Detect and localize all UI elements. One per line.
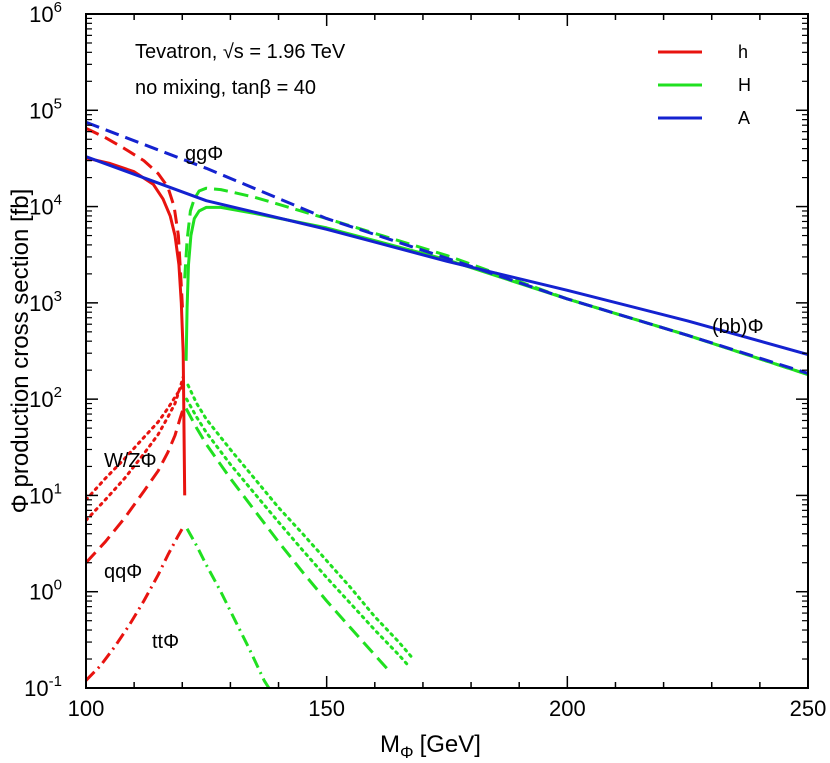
- x-axis-title-unit: [GeV]: [420, 731, 481, 758]
- annotation-ttphi: ttΦ: [152, 631, 179, 653]
- y-tick-label: 106: [29, 0, 62, 27]
- series-line-H-WZ2-9: [185, 397, 410, 668]
- x-axis-title-sub: Φ: [400, 743, 414, 762]
- plot-frame: [85, 13, 809, 689]
- legend-label-h: h: [738, 42, 748, 62]
- legend-label-H: H: [738, 75, 751, 95]
- annotation-bbphi: (bb)Φ: [712, 316, 764, 338]
- curves-layer: [86, 120, 808, 688]
- series-line-H-WZ-8: [186, 383, 415, 661]
- info-line-1: Tevatron, √s = 1.96 TeV: [135, 41, 346, 63]
- info-line-2: no mixing, tanβ = 40: [135, 77, 316, 99]
- y-tick-label: 104: [29, 192, 62, 220]
- annotation-qqphi: qqΦ: [104, 561, 142, 583]
- x-tick-label: 200: [549, 696, 586, 721]
- series-line-h-qq-4: [86, 408, 185, 564]
- y-tick-label: 101: [29, 480, 62, 508]
- series-line-h-WZ-2: [86, 375, 185, 522]
- legend-label-A: A: [738, 108, 750, 128]
- annotation-wzphi: W/ZΦ: [104, 450, 157, 472]
- series-line-h-WZ2-3: [86, 383, 185, 502]
- x-tick-label: 100: [68, 696, 105, 721]
- legend: h H A: [658, 42, 751, 128]
- y-tick-label: 105: [29, 95, 62, 123]
- y-tick-label: 100: [29, 577, 62, 605]
- ticks-layer: [85, 13, 809, 689]
- series-line-A-bb-12: [86, 155, 808, 357]
- series-line-h-bb-0: [86, 156, 187, 496]
- y-tick-label: 10-1: [24, 673, 62, 701]
- x-tick-label: 150: [308, 696, 345, 721]
- x-axis-title-main: M: [380, 731, 400, 758]
- x-tick-label: 250: [790, 696, 827, 721]
- x-axis-title: MΦ [GeV]: [380, 731, 481, 762]
- series-line-h-tt-5: [86, 525, 186, 682]
- annotation-ggphi: ggΦ: [185, 143, 223, 165]
- series-line-H-qq-10: [184, 407, 391, 673]
- series-line-h-gg-1: [86, 126, 185, 313]
- y-tick-label: 102: [29, 384, 62, 412]
- y-axis-title: Φ production cross section [fb]: [7, 189, 34, 514]
- y-tick-label: 103: [29, 288, 62, 316]
- series-line-A-gg-13: [86, 120, 808, 375]
